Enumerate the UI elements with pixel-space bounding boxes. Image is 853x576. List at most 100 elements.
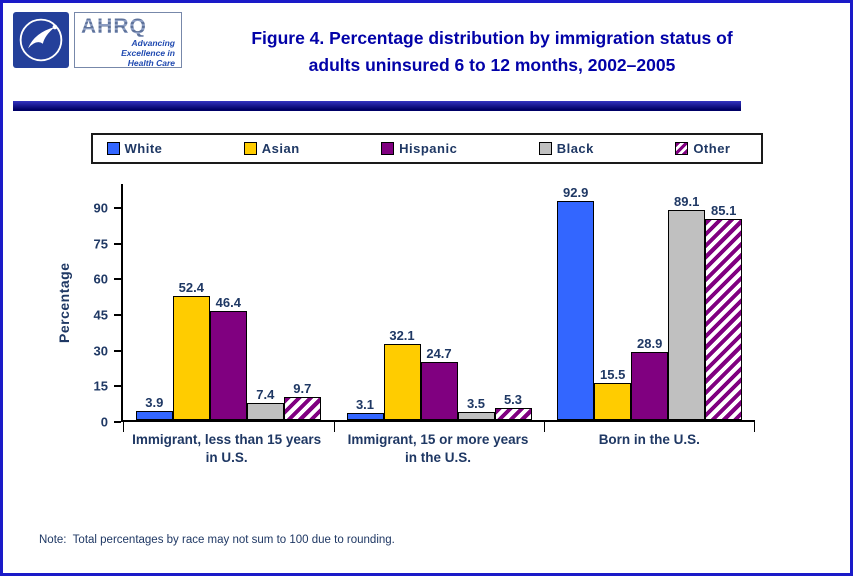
y-tick-label: 60 xyxy=(93,271,108,287)
ahrq-tagline-line: Health Care xyxy=(127,57,175,68)
y-tick-label: 30 xyxy=(93,343,108,359)
bar-value-label: 7.4 xyxy=(256,386,275,402)
bar-value-label: 24.7 xyxy=(426,345,452,361)
y-tick-mark xyxy=(114,313,121,316)
bar-rect xyxy=(283,397,321,420)
y-tick-mark xyxy=(114,421,121,423)
bar-group: 3.1 32.1 24.7 3.5 5.3 xyxy=(334,184,545,420)
bar-other: 5.3 xyxy=(494,184,532,420)
figure-title-line2: adults uninsured 6 to 12 months, 2002–20… xyxy=(308,55,676,76)
bar-chart: Percentage 0 15 30 45 60 75 90 3.9 52.4 46.4 7.4 9… xyxy=(51,184,755,467)
bar-rect xyxy=(557,200,595,420)
plot-area: 3.9 52.4 46.4 7.4 9.7 3.1 32.1 24.7 3.5 5.3 92.9 15… xyxy=(121,184,755,432)
hhs-eagle-icon xyxy=(19,18,63,62)
y-axis-title: Percentage xyxy=(56,262,72,344)
legend-item-asian: Asian xyxy=(243,141,300,156)
y-tick-label: 45 xyxy=(93,307,108,323)
legend-label-asian: Asian xyxy=(261,141,300,156)
bar-value-label: 32.1 xyxy=(389,328,415,344)
bar-black: 89.1 xyxy=(668,184,706,420)
bar-asian: 32.1 xyxy=(383,184,421,420)
figure-title-line1: Figure 4. Percentage distribution by imm… xyxy=(251,28,733,48)
y-tick-label: 0 xyxy=(100,414,108,430)
legend-label-white: White xyxy=(124,141,163,156)
bar-group: 3.9 52.4 46.4 7.4 9.7 xyxy=(123,184,334,420)
bar-black: 7.4 xyxy=(246,184,284,420)
legend-item-other: Other xyxy=(675,141,730,156)
bar-value-label: 52.4 xyxy=(178,280,204,296)
category-label-born-us: Born in the U.S. xyxy=(598,432,700,447)
bar-other: 9.7 xyxy=(283,184,321,420)
bar-asian: 15.5 xyxy=(594,184,632,420)
bar-rect xyxy=(209,310,247,420)
legend-label-black: Black xyxy=(556,141,594,156)
y-tick-mark xyxy=(114,385,121,388)
bar-hispanic: 46.4 xyxy=(209,184,247,420)
category-tick-mark xyxy=(333,420,335,432)
category-tick-mark xyxy=(754,420,755,432)
bar-rect xyxy=(246,402,284,420)
x-axis-labels: Immigrant, less than 15 years in U.S. Im… xyxy=(121,431,755,467)
legend: White Asian Hispanic Black Other xyxy=(90,133,763,164)
bar-value-label: 9.7 xyxy=(293,381,312,397)
category-tick-mark xyxy=(123,420,124,432)
y-tick-label: 15 xyxy=(93,378,108,394)
bar-rect xyxy=(420,361,458,420)
y-axis: 0 15 30 45 60 75 90 xyxy=(77,184,121,430)
bar-rect xyxy=(705,219,743,420)
bar-rect xyxy=(668,209,706,420)
bar-black: 3.5 xyxy=(457,184,495,420)
bar-value-label: 28.9 xyxy=(637,335,663,351)
legend-swatch-other xyxy=(675,142,689,155)
legend-label-hispanic: Hispanic xyxy=(399,141,458,156)
y-tick-label: 75 xyxy=(93,236,108,251)
bar-asian: 52.4 xyxy=(172,184,210,420)
bar-other: 85.1 xyxy=(705,184,743,420)
y-tick-label: 90 xyxy=(93,200,108,216)
bar-value-label: 46.4 xyxy=(215,294,241,310)
ahrq-tagline-line: Excellence in xyxy=(121,47,175,58)
y-tick-mark xyxy=(114,349,121,352)
legend-swatch-black xyxy=(538,142,552,155)
bar-value-label: 92.9 xyxy=(563,184,589,200)
legend-swatch-white xyxy=(106,142,120,155)
y-tick-mark xyxy=(114,278,121,281)
legend-item-hispanic: Hispanic xyxy=(381,141,457,156)
bar-rect xyxy=(494,407,532,420)
bar-value-label: 3.1 xyxy=(355,396,375,412)
bar-group: 92.9 15.5 28.9 89.1 85.1 xyxy=(544,184,755,420)
ahrq-tagline: Advancing Excellence in Health Care xyxy=(81,38,175,68)
bar-white: 3.9 xyxy=(135,184,173,420)
bar-rect xyxy=(457,411,495,420)
bar-white: 92.9 xyxy=(557,184,595,420)
divider-bar xyxy=(13,101,741,111)
bar-rect xyxy=(172,296,210,420)
bar-hispanic: 24.7 xyxy=(420,184,458,420)
bar-white: 3.1 xyxy=(346,184,384,420)
y-tick-mark xyxy=(114,242,121,245)
ahrq-acronym: AHRQ xyxy=(81,16,175,37)
legend-label-other: Other xyxy=(693,141,731,156)
category-tick-mark xyxy=(544,420,546,432)
bar-value-label: 3.9 xyxy=(145,394,164,410)
bar-rect xyxy=(631,351,669,420)
footnotes: Note: Total percentages by race may not … xyxy=(39,497,850,573)
bar-rect xyxy=(383,344,421,420)
hhs-logo xyxy=(13,12,69,68)
y-tick-mark xyxy=(114,206,121,209)
bar-value-label: 89.1 xyxy=(674,193,700,209)
header: AHRQ Advancing Excellence in Health Care… xyxy=(3,3,850,95)
bar-value-label: 5.3 xyxy=(503,391,523,407)
legend-item-black: Black xyxy=(538,141,594,156)
category-label-immigrant-15plus: Immigrant, 15 or more years in the U.S. xyxy=(347,432,529,466)
legend-item-white: White xyxy=(106,141,163,156)
ahrq-logo: AHRQ Advancing Excellence in Health Care xyxy=(74,12,182,68)
bar-rect xyxy=(346,412,384,420)
bar-rect xyxy=(594,383,632,420)
category-label-immigrant-lt15: Immigrant, less than 15 years in U.S. xyxy=(132,432,322,466)
bar-value-label: 3.5 xyxy=(466,395,486,411)
bar-value-label: 85.1 xyxy=(711,203,737,219)
bar-value-label: 15.5 xyxy=(600,367,626,383)
figure-title: Figure 4. Percentage distribution by imm… xyxy=(182,25,838,95)
legend-swatch-hispanic xyxy=(381,142,395,155)
